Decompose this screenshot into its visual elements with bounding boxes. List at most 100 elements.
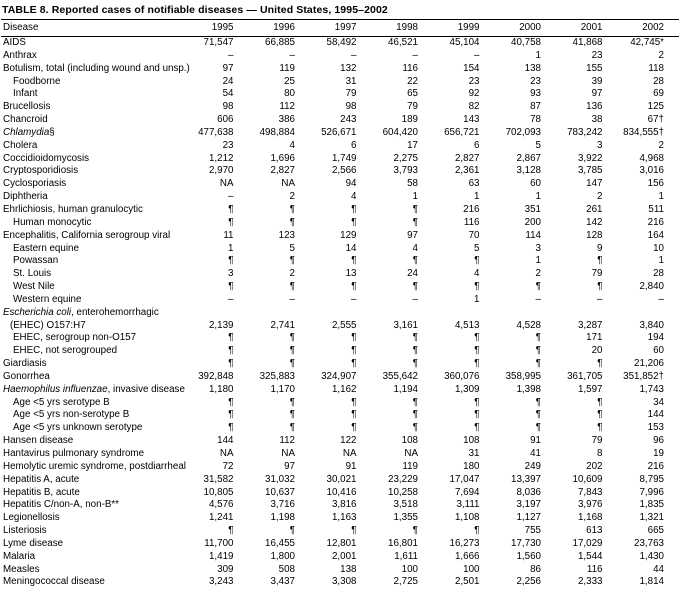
cell-value: 67† — [647, 114, 664, 126]
cell-value: 147 — [586, 178, 603, 190]
cell-value: ¶ — [535, 281, 541, 293]
cell-value: 143 — [463, 114, 480, 126]
cell-value: 10,258 — [388, 486, 418, 498]
cell-value: 3,308 — [331, 576, 357, 588]
cell-value: 114 — [525, 229, 541, 241]
cell-value: 58,492 — [326, 37, 357, 48]
table-row: West Nile ¶ ¶ ¶ ¶ ¶ ¶ ¶ 2,840 — [1, 281, 679, 294]
table-row: Human monocytic ¶ ¶ ¶ ¶ 116 200 142 216 — [1, 217, 679, 230]
cell-value: 31 — [468, 448, 480, 459]
disease-label: Meningococcal disease — [3, 576, 105, 588]
cell-value: – — [597, 293, 603, 305]
cell-value: 4,528 — [516, 319, 541, 331]
cell-value: 91 — [345, 460, 357, 472]
cell-value: 606 — [217, 114, 234, 126]
table-row: Hansen disease 144 112 122 108 108 91 79 96 — [1, 435, 679, 448]
cell-value: ¶ — [412, 216, 418, 228]
cell-value: ¶ — [474, 422, 480, 434]
cell-value: 9 — [597, 242, 603, 254]
disease-label: Hemolytic uremic syndrome, postdiarrheal — [3, 460, 186, 472]
cell-value: 1,419 — [208, 550, 234, 562]
cell-value: 2,827 — [270, 165, 295, 177]
cell-value: ¶ — [597, 255, 603, 267]
cell-value: 309 — [217, 563, 234, 575]
cell-value: 5 — [535, 139, 541, 151]
cell-value: 118 — [648, 62, 664, 74]
cell-value: 125 — [647, 101, 664, 113]
cell-value: ¶ — [412, 281, 418, 293]
cell-value: – — [474, 49, 480, 61]
cell-value: 17,029 — [572, 537, 603, 549]
table-row: Botulism, total (including wound and uns… — [1, 63, 679, 76]
cell-value: 97 — [407, 229, 418, 241]
cell-value: 156 — [647, 178, 664, 190]
cell-value: 5 — [289, 242, 295, 254]
cell-value: ¶ — [351, 396, 357, 408]
cell-value: 3,716 — [270, 499, 295, 511]
cell-value: ¶ — [289, 396, 295, 408]
cell-value: 23 — [468, 75, 480, 87]
cell-value: ¶ — [351, 281, 357, 293]
table-row: Powassan ¶ ¶ ¶ ¶ ¶ 1 ¶ 1 — [1, 255, 679, 268]
cell-value: 665 — [647, 525, 664, 537]
disease-label: Powassan — [13, 255, 59, 267]
table-row: Hepatitis B, acute 10,805 10,637 10,416 10,2… — [1, 487, 679, 500]
cell-value: 351,852† — [623, 370, 664, 382]
cell-value: 31 — [345, 75, 357, 87]
cell-value: ¶ — [597, 281, 603, 293]
disease-label: Hepatitis A, acute — [3, 473, 80, 485]
cell-value: 1 — [535, 191, 541, 203]
disease-label: Botulism, total (including wound and uns… — [3, 62, 190, 74]
cell-value: 82 — [468, 101, 480, 113]
cell-value: 119 — [279, 62, 295, 74]
table-row: Hantavirus pulmonary syndrome NA NA NA NA 31 4… — [1, 448, 679, 461]
cell-value: 7,996 — [639, 486, 664, 498]
cell-value: 2,139 — [208, 319, 234, 331]
cell-value: 2,275 — [393, 152, 418, 164]
disease-label: Age <5 yrs non-serotype B — [13, 409, 130, 421]
cell-value: 1,743 — [639, 383, 664, 395]
cell-value: 23 — [591, 49, 603, 61]
cell-value: 1,696 — [270, 152, 295, 164]
cell-value: 138 — [524, 62, 541, 74]
cell-value: 10,637 — [265, 486, 295, 498]
cell-value: 112 — [279, 435, 295, 447]
cell-value: 1,666 — [454, 550, 480, 562]
cell-value: 526,671 — [321, 126, 357, 138]
cell-value: 1,749 — [331, 152, 357, 164]
cell-value: 23,229 — [388, 473, 418, 485]
cell-value: 702,093 — [505, 126, 541, 138]
disease-label: Listeriosis — [3, 525, 47, 537]
cell-value: ¶ — [351, 525, 357, 537]
table-row: Legionellosis 1,241 1,198 1,163 1,355 1,108 1,… — [1, 512, 679, 525]
disease-label: Hepatitis B, acute — [3, 486, 80, 498]
cell-value: – — [289, 293, 295, 305]
cell-value: 2,555 — [331, 319, 357, 331]
cell-value: 144 — [217, 435, 234, 447]
cell-value: 97 — [284, 460, 295, 472]
cell-value: NA — [404, 448, 418, 459]
cell-value: – — [228, 293, 234, 305]
table-body: AIDS 71,547 66,885 58,492 46,521 45,104 40,758… — [1, 37, 679, 590]
cell-value: 7,694 — [454, 486, 480, 498]
cell-value: 122 — [340, 435, 357, 447]
cell-value: 116 — [402, 62, 418, 74]
cell-value: 358,995 — [505, 370, 541, 382]
cell-value: 11 — [223, 229, 234, 241]
cell-value: 2,501 — [454, 576, 480, 588]
cell-value: 153 — [647, 422, 664, 434]
cell-value: ¶ — [289, 422, 295, 434]
cell-value: ¶ — [535, 358, 541, 370]
cell-value: 79 — [591, 435, 603, 447]
cell-value: 6 — [474, 139, 480, 151]
cell-value: 3,161 — [393, 319, 418, 331]
cell-value: 60 — [530, 178, 541, 190]
cell-value: 66,885 — [265, 37, 295, 48]
cell-value: 3 — [535, 242, 541, 254]
table-row: Diphtheria – 2 4 1 1 1 2 1 — [1, 191, 679, 204]
cell-value: NA — [281, 178, 295, 190]
disease-label: St. Louis — [13, 268, 52, 280]
cell-value: 13,397 — [511, 473, 541, 485]
table-row: Meningococcal disease 3,243 3,437 3,308 2,72… — [1, 576, 679, 589]
